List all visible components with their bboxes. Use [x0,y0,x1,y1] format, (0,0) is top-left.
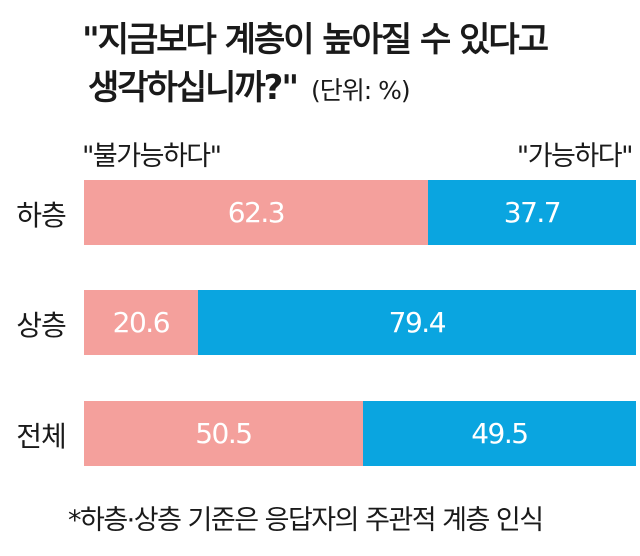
bar-impossible: 20.6 [84,290,198,355]
row-label: 하층 [16,199,67,232]
row-label: 전체 [16,420,67,453]
bar-possible: 79.4 [197,290,636,355]
data-label: 50.5 [195,417,253,450]
legend-impossible: "불가능하다" [82,141,222,172]
data-label: 37.7 [503,196,562,229]
unit-note: (단위: %) [310,76,411,105]
bar-possible: 37.7 [427,180,636,245]
footnote: *하층·상층 기준은 응답자의 주관적 계층 인식 [68,505,544,536]
legend-possible: "가능하다" [516,141,634,172]
chart-title-line-2-text: 생각하십니까?" [88,68,299,108]
data-label: 79.4 [388,306,447,339]
chart-title-line-2: 생각하십니까?" (단위: %) [88,60,411,109]
data-label: 49.5 [471,417,529,450]
data-label: 62.3 [227,196,286,229]
chart-title-line-1: "지금보다 계층이 높아질 수 있다고 [82,20,549,60]
bar-possible: 49.5 [362,401,636,466]
data-label: 20.6 [112,306,171,339]
bar-impossible: 62.3 [84,180,428,245]
bar-impossible: 50.5 [84,401,363,466]
row-label: 상층 [16,309,67,342]
